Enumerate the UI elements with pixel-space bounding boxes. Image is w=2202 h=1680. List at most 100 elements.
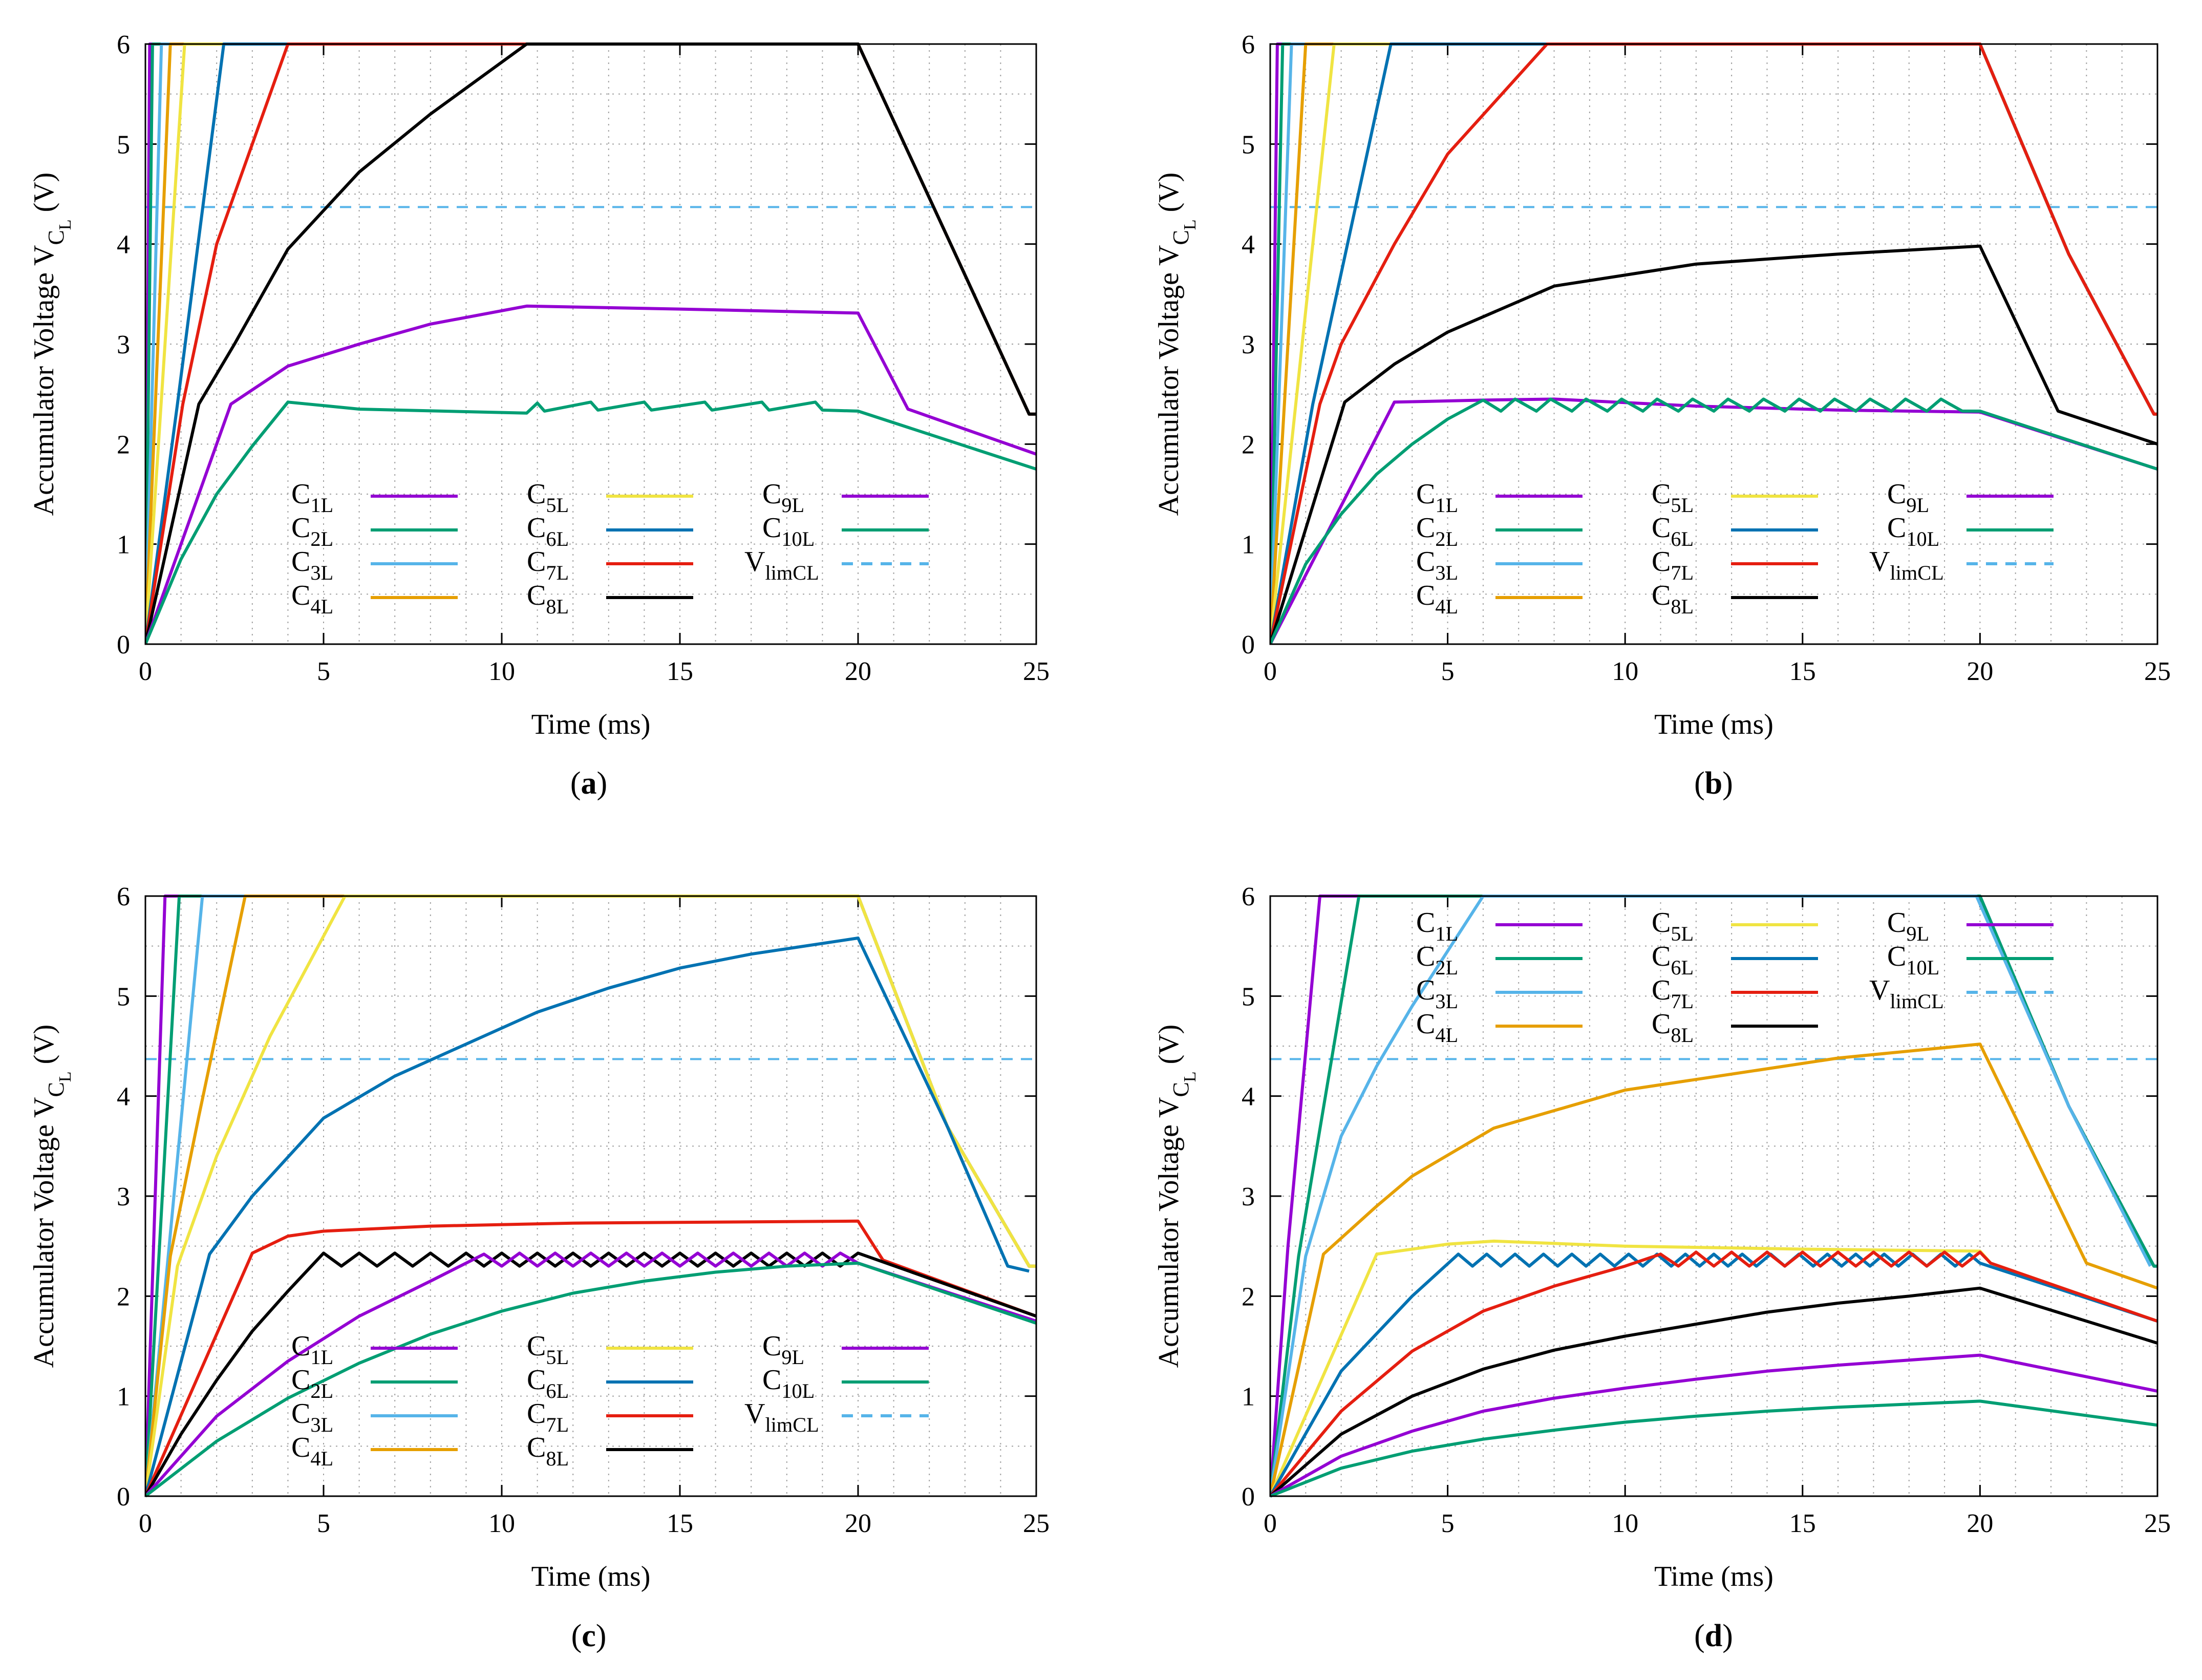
legend-label-c6l: C6L: [527, 512, 569, 550]
legend-label-c6l: C6L: [1652, 512, 1694, 550]
panel-caption-part: ): [597, 766, 608, 801]
series-line-c8l: [1270, 1286, 2157, 1498]
legend-label-c5l-base: C: [527, 1330, 546, 1362]
x-tick-label: 15: [1789, 1509, 1816, 1538]
legend-label-c3l-base: C: [291, 1398, 310, 1430]
legend-label-c6l-subscript: 6L: [546, 527, 569, 550]
x-tick-label: 20: [845, 1509, 871, 1538]
legend-label-vlimcl-subscript: limCL: [1890, 561, 1943, 584]
y-tick-label: 2: [117, 1282, 130, 1311]
legend-label-vlimcl-base: V: [744, 1398, 765, 1430]
legend-label-c9l: C9L: [1887, 907, 1929, 945]
legend-label-c1l-base: C: [1416, 478, 1435, 510]
legend-label-c1l-base: C: [291, 478, 310, 510]
legend-label-c5l-base: C: [1652, 907, 1671, 939]
y-tick-label: 0: [117, 630, 130, 660]
series-line-c7l: [1270, 1250, 2157, 1497]
y-axis-label-part: Accumulator Voltage V: [28, 245, 60, 516]
y-tick-label: 3: [1242, 330, 1255, 359]
x-axis-label: Time (ms): [531, 1561, 651, 1592]
legend-label-c8l: C8L: [1652, 1008, 1694, 1047]
legend-label-c9l-subscript: 9L: [1906, 494, 1929, 517]
legend-label-vlimcl-base: V: [1869, 546, 1890, 578]
x-tick-label: 5: [317, 657, 330, 686]
legend-label-c9l: C9L: [762, 478, 804, 517]
x-tick-label: 25: [1023, 1509, 1050, 1538]
legend-label-c7l: C7L: [527, 546, 569, 584]
y-tick-label: 6: [1242, 882, 1255, 911]
legend-label-c5l-base: C: [1652, 478, 1671, 510]
legend-label-c3l: C3L: [291, 546, 333, 584]
legend-label-c4l-subscript: 4L: [1435, 595, 1458, 618]
legend-label-c7l-base: C: [1652, 546, 1671, 578]
panel-caption-part: ): [1722, 766, 1733, 801]
y-axis-label: Accumulator Voltage VCL (V): [1153, 1025, 1200, 1368]
legend-label-c10l-subscript: 10L: [781, 1379, 815, 1402]
panel-caption-part: c: [582, 1619, 596, 1653]
y-axis-label-part: Accumulator Voltage V: [1153, 245, 1185, 516]
legend-label-c4l-base: C: [291, 580, 310, 611]
legend-label-c6l-base: C: [1652, 512, 1671, 544]
y-axis-label-part: (V): [28, 1025, 60, 1072]
y-axis-label-part: C: [44, 1082, 69, 1097]
y-tick-label: 1: [1242, 530, 1255, 560]
x-tick-label: 5: [317, 1509, 330, 1538]
legend-label-c9l-subscript: 9L: [781, 494, 804, 517]
legend-label-c7l-subscript: 7L: [1671, 561, 1694, 584]
legend-label-c1l-base: C: [1416, 907, 1435, 939]
chart-panel-d: 0 5 10 15 20 25 0 1 2 3 4 5 6 Time (ms) Accumulator Vo…: [1153, 882, 2171, 1653]
y-tick-label: 5: [1242, 130, 1255, 159]
y-axis-label-part: L: [56, 1071, 75, 1082]
legend-label-c6l: C6L: [527, 1364, 569, 1402]
legend-label-vlimcl-base: V: [744, 546, 765, 578]
y-tick-label: 0: [1242, 630, 1255, 660]
panel-caption-part: b: [1705, 766, 1722, 801]
legend-label-vlimcl: VlimCL: [744, 546, 819, 584]
legend-label-c8l-subscript: 8L: [546, 1447, 569, 1470]
y-axis-label-part: Accumulator Voltage V: [1153, 1097, 1185, 1368]
legend-label-c8l-base: C: [1652, 1008, 1671, 1040]
legend-label-c9l-base: C: [1887, 478, 1906, 510]
legend-label-c3l-subscript: 3L: [310, 1413, 333, 1436]
x-axis-label: Time (ms): [531, 709, 651, 740]
x-tick-label: 5: [1441, 657, 1455, 686]
legend-label-c5l-subscript: 5L: [546, 1346, 569, 1369]
legend-label-c1l: C1L: [291, 478, 333, 517]
panel-caption-part: d: [1705, 1619, 1722, 1653]
series-line-c9l: [145, 304, 1036, 645]
y-axis-label-part: (V): [1153, 1025, 1185, 1072]
y-tick-label: 5: [1242, 982, 1255, 1011]
legend-label-c5l-subscript: 5L: [1671, 922, 1694, 945]
legend-label-c8l-subscript: 8L: [1671, 1024, 1694, 1047]
y-axis-label-part: C: [44, 230, 69, 245]
series-line-c7l: [1270, 42, 2157, 645]
y-tick-label: 1: [1242, 1383, 1255, 1412]
x-tick-label: 10: [488, 1509, 515, 1538]
y-tick-label: 6: [117, 30, 130, 59]
y-axis-label-part: (V): [28, 173, 60, 220]
legend-label-c6l-base: C: [527, 512, 546, 544]
legend-label-c7l: C7L: [527, 1398, 569, 1436]
panel-caption: (c): [571, 1619, 607, 1653]
x-tick-label: 15: [1789, 657, 1816, 686]
series-line-c4l: [1270, 1043, 2157, 1497]
legend-label-c8l-subscript: 8L: [546, 595, 569, 618]
legend-label-c6l-base: C: [527, 1364, 546, 1396]
legend-label-c2l-base: C: [1416, 512, 1435, 544]
legend-label-c10l-base: C: [762, 512, 781, 544]
legend-label-c1l: C1L: [1416, 907, 1458, 945]
panel-caption-part: (: [1694, 1619, 1705, 1653]
legend-label-vlimcl-base: V: [1869, 974, 1890, 1006]
x-tick-label: 15: [667, 657, 693, 686]
legend-label-c1l-subscript: 1L: [1435, 494, 1458, 517]
legend-label-c5l: C5L: [1652, 907, 1694, 945]
x-tick-label: 20: [1966, 1509, 1993, 1538]
legend-label-c7l-subscript: 7L: [1671, 990, 1694, 1013]
legend-label-c2l-subscript: 2L: [310, 527, 333, 550]
legend-label-c3l-subscript: 3L: [1435, 561, 1458, 584]
legend-label-c2l-base: C: [1416, 941, 1435, 972]
legend-label-c3l-subscript: 3L: [310, 561, 333, 584]
